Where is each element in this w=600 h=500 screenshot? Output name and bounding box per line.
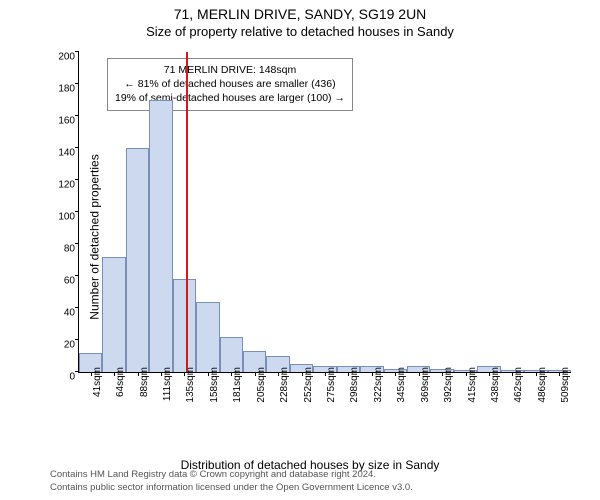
x-tick-label: 205sqm [256,367,267,403]
histogram-bar [126,148,149,372]
chart-container: Number of detached properties 71 MERLIN … [50,52,570,422]
page-title-line1: 71, MERLIN DRIVE, SANDY, SG19 2UN [0,0,600,22]
x-tick-label: 111sqm [162,367,173,401]
y-tick-label: 0 [49,372,75,383]
histogram-plot: 71 MERLIN DRIVE: 148sqm← 81% of detached… [78,52,571,373]
x-tick-label: 438sqm [490,367,501,403]
y-tick-mark [75,307,79,308]
x-tick-label: 275sqm [326,367,337,403]
y-tick-mark [75,83,79,84]
x-tick-label: 181sqm [232,367,243,403]
histogram-bar [102,257,125,372]
footer-line1: Contains HM Land Registry data © Crown c… [50,469,413,481]
y-tick-mark [75,115,79,116]
y-tick-label: 160 [49,116,75,127]
y-tick-label: 200 [49,52,75,63]
annotation-line: ← 81% of detached houses are smaller (43… [115,77,345,91]
y-tick-mark [75,51,79,52]
x-tick-label: 322sqm [373,367,384,403]
footer-attribution: Contains HM Land Registry data © Crown c… [50,469,413,494]
histogram-bar [149,100,172,372]
y-tick-mark [75,275,79,276]
page-title-line2: Size of property relative to detached ho… [0,22,600,39]
y-tick-mark [75,339,79,340]
x-tick-label: 369sqm [420,367,431,403]
y-tick-mark [75,243,79,244]
reference-line [186,52,188,372]
y-tick-mark [75,179,79,180]
x-tick-label: 228sqm [279,367,290,403]
x-tick-label: 486sqm [537,367,548,403]
y-tick-label: 140 [49,148,75,159]
x-tick-label: 392sqm [443,367,454,403]
y-tick-mark [75,211,79,212]
histogram-bar [196,302,219,372]
y-tick-label: 60 [49,276,75,287]
y-tick-label: 180 [49,84,75,95]
x-tick-label: 64sqm [115,367,126,397]
y-tick-label: 120 [49,180,75,191]
y-tick-label: 80 [49,244,75,255]
y-tick-label: 100 [49,212,75,223]
footer-line2: Contains public sector information licen… [50,482,413,494]
x-tick-label: 509sqm [560,367,571,403]
annotation-box: 71 MERLIN DRIVE: 148sqm← 81% of detached… [107,58,353,111]
x-tick-label: 298sqm [349,367,360,403]
x-tick-label: 158sqm [209,367,220,403]
x-tick-label: 41sqm [92,367,103,397]
x-tick-label: 88sqm [139,367,150,397]
x-tick-label: 345sqm [396,367,407,403]
x-tick-label: 252sqm [303,367,314,403]
y-tick-mark [75,147,79,148]
y-tick-label: 40 [49,308,75,319]
y-tick-label: 20 [49,340,75,351]
x-tick-label: 415sqm [467,367,478,403]
x-tick-label: 135sqm [185,367,196,403]
x-tick-label: 462sqm [513,367,524,403]
histogram-bar [173,279,196,372]
annotation-line: 71 MERLIN DRIVE: 148sqm [115,63,345,77]
